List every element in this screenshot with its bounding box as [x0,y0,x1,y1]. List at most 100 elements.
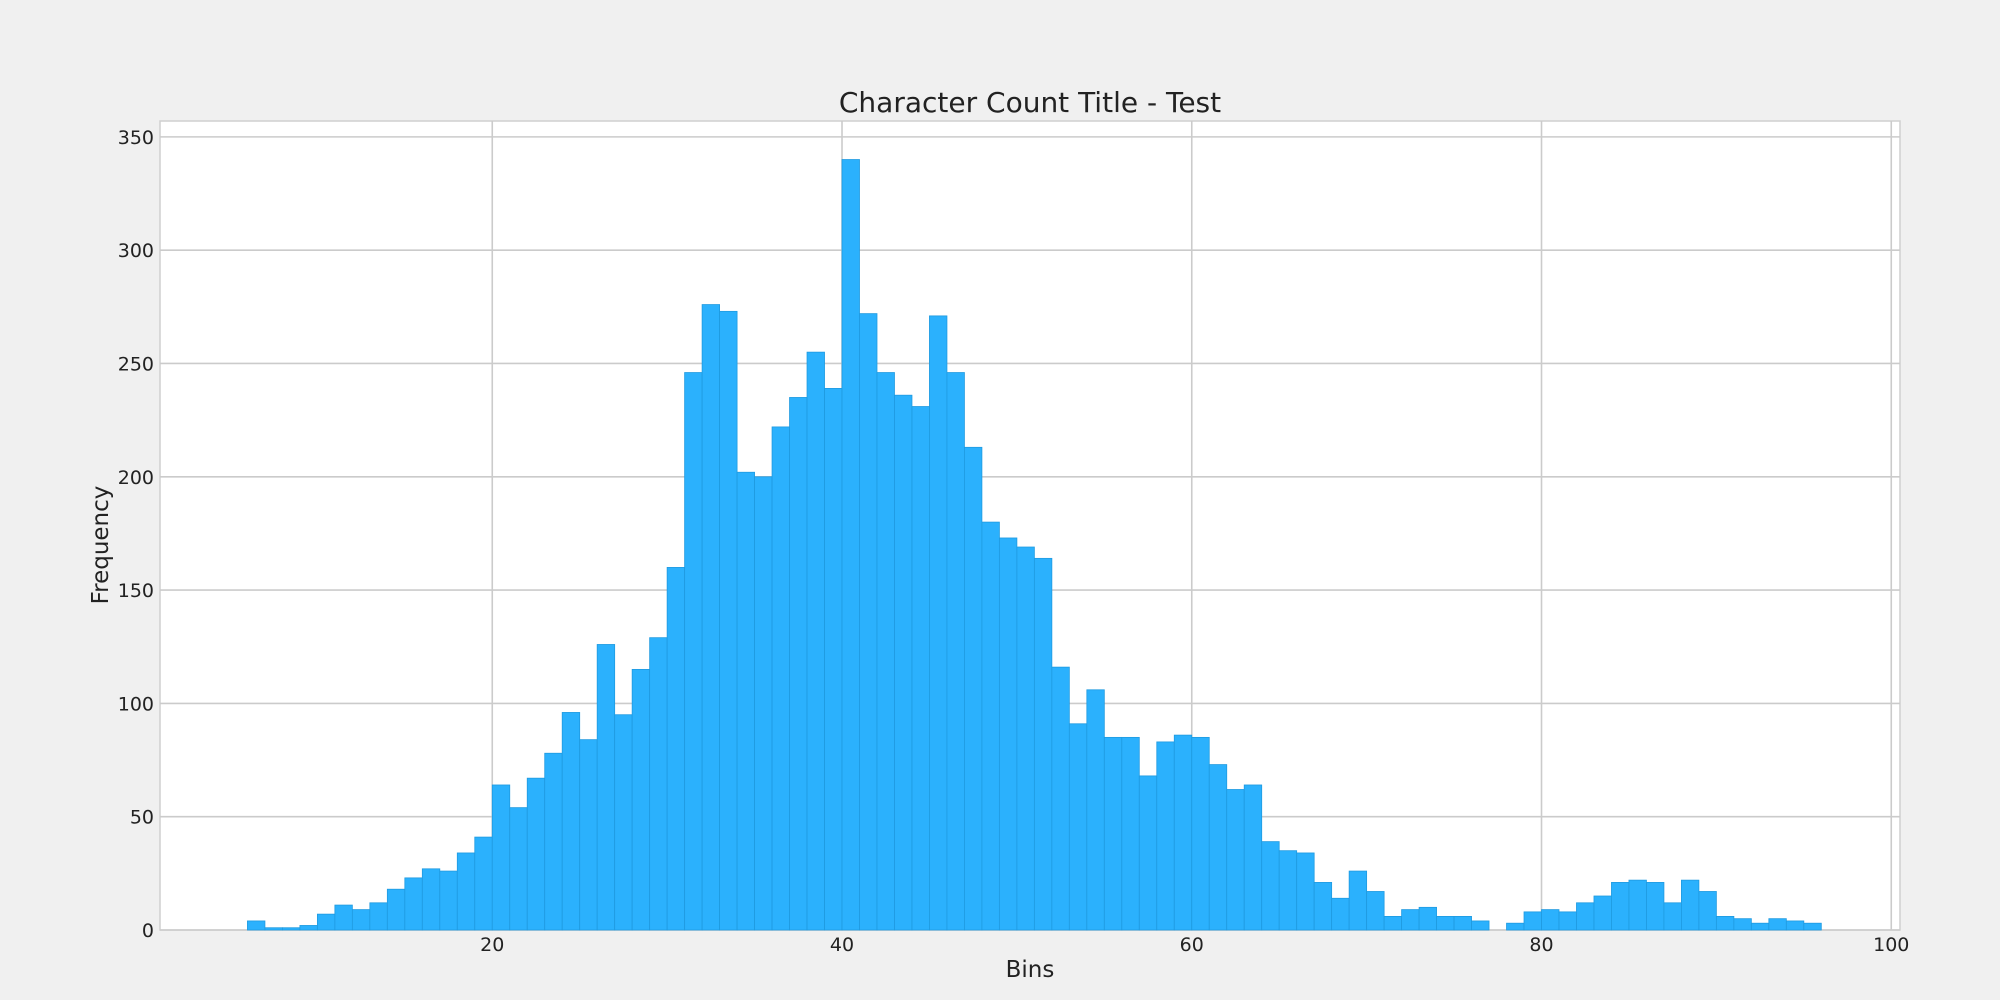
histogram-bar [981,521,1000,931]
histogram-bar [247,920,266,931]
histogram-bar [579,739,598,931]
histogram-bar [456,852,476,931]
histogram-bar [561,712,581,931]
histogram-bar [1733,918,1752,931]
histogram-bar [1750,922,1770,931]
histogram-bar [911,406,930,931]
histogram-bar [1698,891,1717,931]
histogram-bar [1051,666,1070,931]
histogram-bar [1278,850,1298,931]
histogram-bar [929,315,948,931]
histogram-bar [1313,882,1333,931]
histogram-bar [1785,920,1805,931]
histogram-bar [1208,764,1228,931]
x-tick-label: 100 [1873,934,1909,956]
histogram-bar [1191,736,1210,931]
histogram-bar [666,567,686,931]
x-axis-label: Bins [1006,957,1055,983]
histogram-bar [421,868,441,931]
histogram-bar [1331,897,1350,931]
histogram-bar [754,476,773,931]
histogram-bar [649,637,668,931]
histogram-bar [544,752,563,931]
y-axis-label: Frequency [88,486,114,605]
y-tick-label: 50 [130,807,154,829]
histogram-bar [719,310,738,931]
histogram-bar [1138,775,1158,931]
histogram-bar [736,471,755,931]
x-axis-ticks: 20 40 60 80 100 [480,934,1909,956]
histogram-bar [509,807,528,931]
histogram-bar [1803,922,1822,931]
y-tick-label: 0 [142,920,154,942]
histogram-bar [1611,882,1630,931]
histogram-bar [316,913,336,931]
histogram-bar [1471,920,1490,931]
bars [247,159,1822,931]
histogram-bar [1436,916,1455,931]
histogram-bar [264,927,283,931]
histogram-bar [894,394,913,931]
histogram-bar [404,877,423,931]
y-tick-label: 300 [118,240,154,262]
histogram-bar [1348,870,1368,931]
histogram-bar [964,446,983,931]
histogram-bar [1715,916,1735,931]
y-axis-ticks: 0 50 100 150 200 250 300 350 [118,127,154,942]
histogram-bar [701,304,720,931]
histogram-bar [946,372,965,931]
histogram-bar [1243,784,1263,931]
histogram-bar [1628,879,1647,931]
histogram-bar [1558,911,1577,931]
histogram-bar [1086,689,1105,931]
histogram-bar [1768,918,1787,931]
histogram-bar [1261,841,1280,931]
histogram-bar [282,927,301,931]
y-tick-label: 100 [118,693,154,715]
histogram-bar [824,388,843,931]
histogram-bar [299,925,318,931]
histogram-bar [1523,911,1542,931]
histogram-bar [526,777,546,931]
histogram-bar [1383,916,1403,931]
histogram-bar [1173,734,1193,931]
y-tick-label: 200 [118,467,154,489]
histogram-bar [841,159,860,931]
histogram-bar [859,313,878,931]
histogram-bar [1646,882,1665,931]
histogram-bar [351,909,371,931]
histogram-bar [1663,902,1682,931]
histogram-bar [1103,736,1123,931]
histogram-bar [876,372,895,931]
histogram-bar [334,904,353,931]
histogram-bar [684,372,703,931]
histogram-bar [1401,909,1420,931]
histogram-bar [1366,891,1385,931]
x-tick-label: 80 [1529,934,1553,956]
histogram-bar [789,397,808,931]
histogram-bar [1506,922,1525,931]
histogram-bar [596,644,616,931]
histogram-bar [1121,736,1140,931]
x-tick-label: 60 [1180,934,1204,956]
histogram-bar [1296,852,1315,931]
histogram-bar [1033,557,1053,931]
y-tick-label: 250 [118,353,154,375]
histogram-bar [998,537,1018,931]
histogram-bar [491,784,511,931]
histogram-bar [1226,789,1245,931]
histogram-bar [1068,723,1088,931]
histogram-bar [1681,879,1700,931]
histogram-bar [1576,902,1595,931]
histogram-bar [439,870,458,931]
histogram-bar [806,351,825,931]
histogram-bar [1593,895,1612,931]
histogram-bar [369,902,388,931]
histogram-bar [386,888,406,931]
histogram-bar [631,668,651,931]
histogram-bar [771,426,790,931]
x-tick-label: 40 [830,934,854,956]
y-tick-label: 150 [118,580,154,602]
histogram-bar [474,836,493,931]
